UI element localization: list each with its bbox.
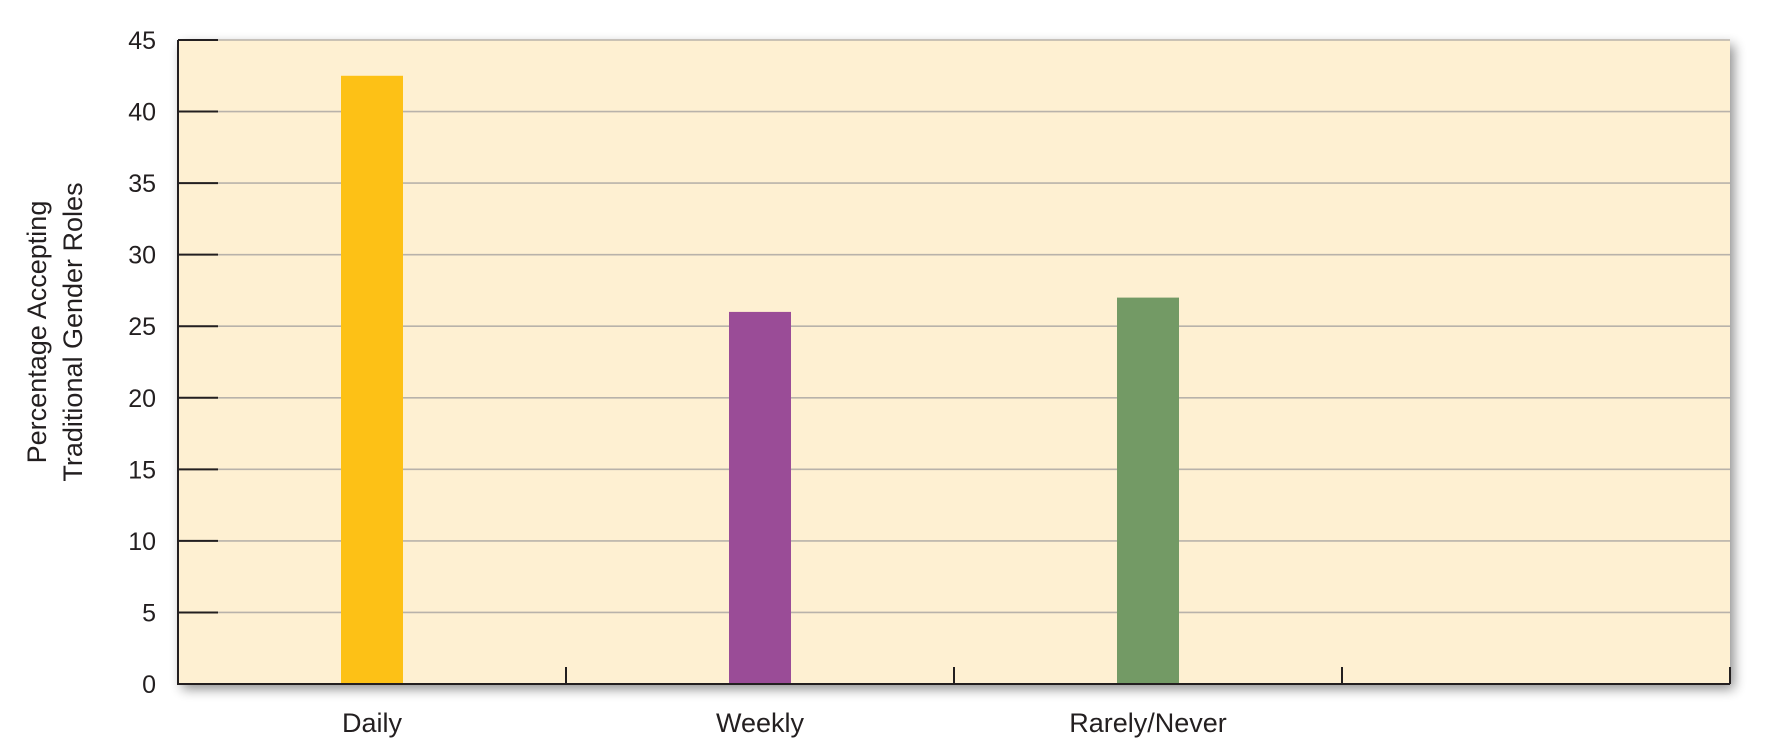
x-tick-labels: Daily Weekly Rarely/Never xyxy=(342,708,1227,738)
bar-daily xyxy=(341,75,403,685)
y-tick-label: 35 xyxy=(128,170,156,198)
y-tick-label: 5 xyxy=(142,599,156,627)
x-tick-label: Rarely/Never xyxy=(1069,708,1227,738)
gridlines xyxy=(178,39,1730,614)
y-tick-label: 45 xyxy=(128,27,156,55)
y-axis-label-line: Percentage Accepting xyxy=(22,201,52,464)
bar-weekly xyxy=(729,311,791,684)
bars xyxy=(341,75,1179,685)
x-tick-label: Weekly xyxy=(716,708,805,738)
axes xyxy=(177,39,1731,685)
y-tick-label: 30 xyxy=(128,242,156,270)
y-tick-label: 40 xyxy=(128,99,156,127)
y-axis-label-line: Traditional Gender Roles xyxy=(58,182,88,481)
y-tick-label: 25 xyxy=(128,313,156,341)
y-tick-label: 10 xyxy=(128,528,156,556)
bar-rarely-never xyxy=(1117,297,1179,684)
plot-area xyxy=(178,40,1730,684)
y-axis-label: Percentage Accepting Traditional Gender R… xyxy=(22,182,88,481)
y-tick-labels: 0 5 10 15 20 25 30 35 40 45 xyxy=(128,27,156,699)
y-tick-label: 20 xyxy=(128,385,156,413)
y-tick-label: 0 xyxy=(142,671,156,699)
x-tick-label: Daily xyxy=(342,708,403,738)
y-tick-label: 15 xyxy=(128,456,156,484)
